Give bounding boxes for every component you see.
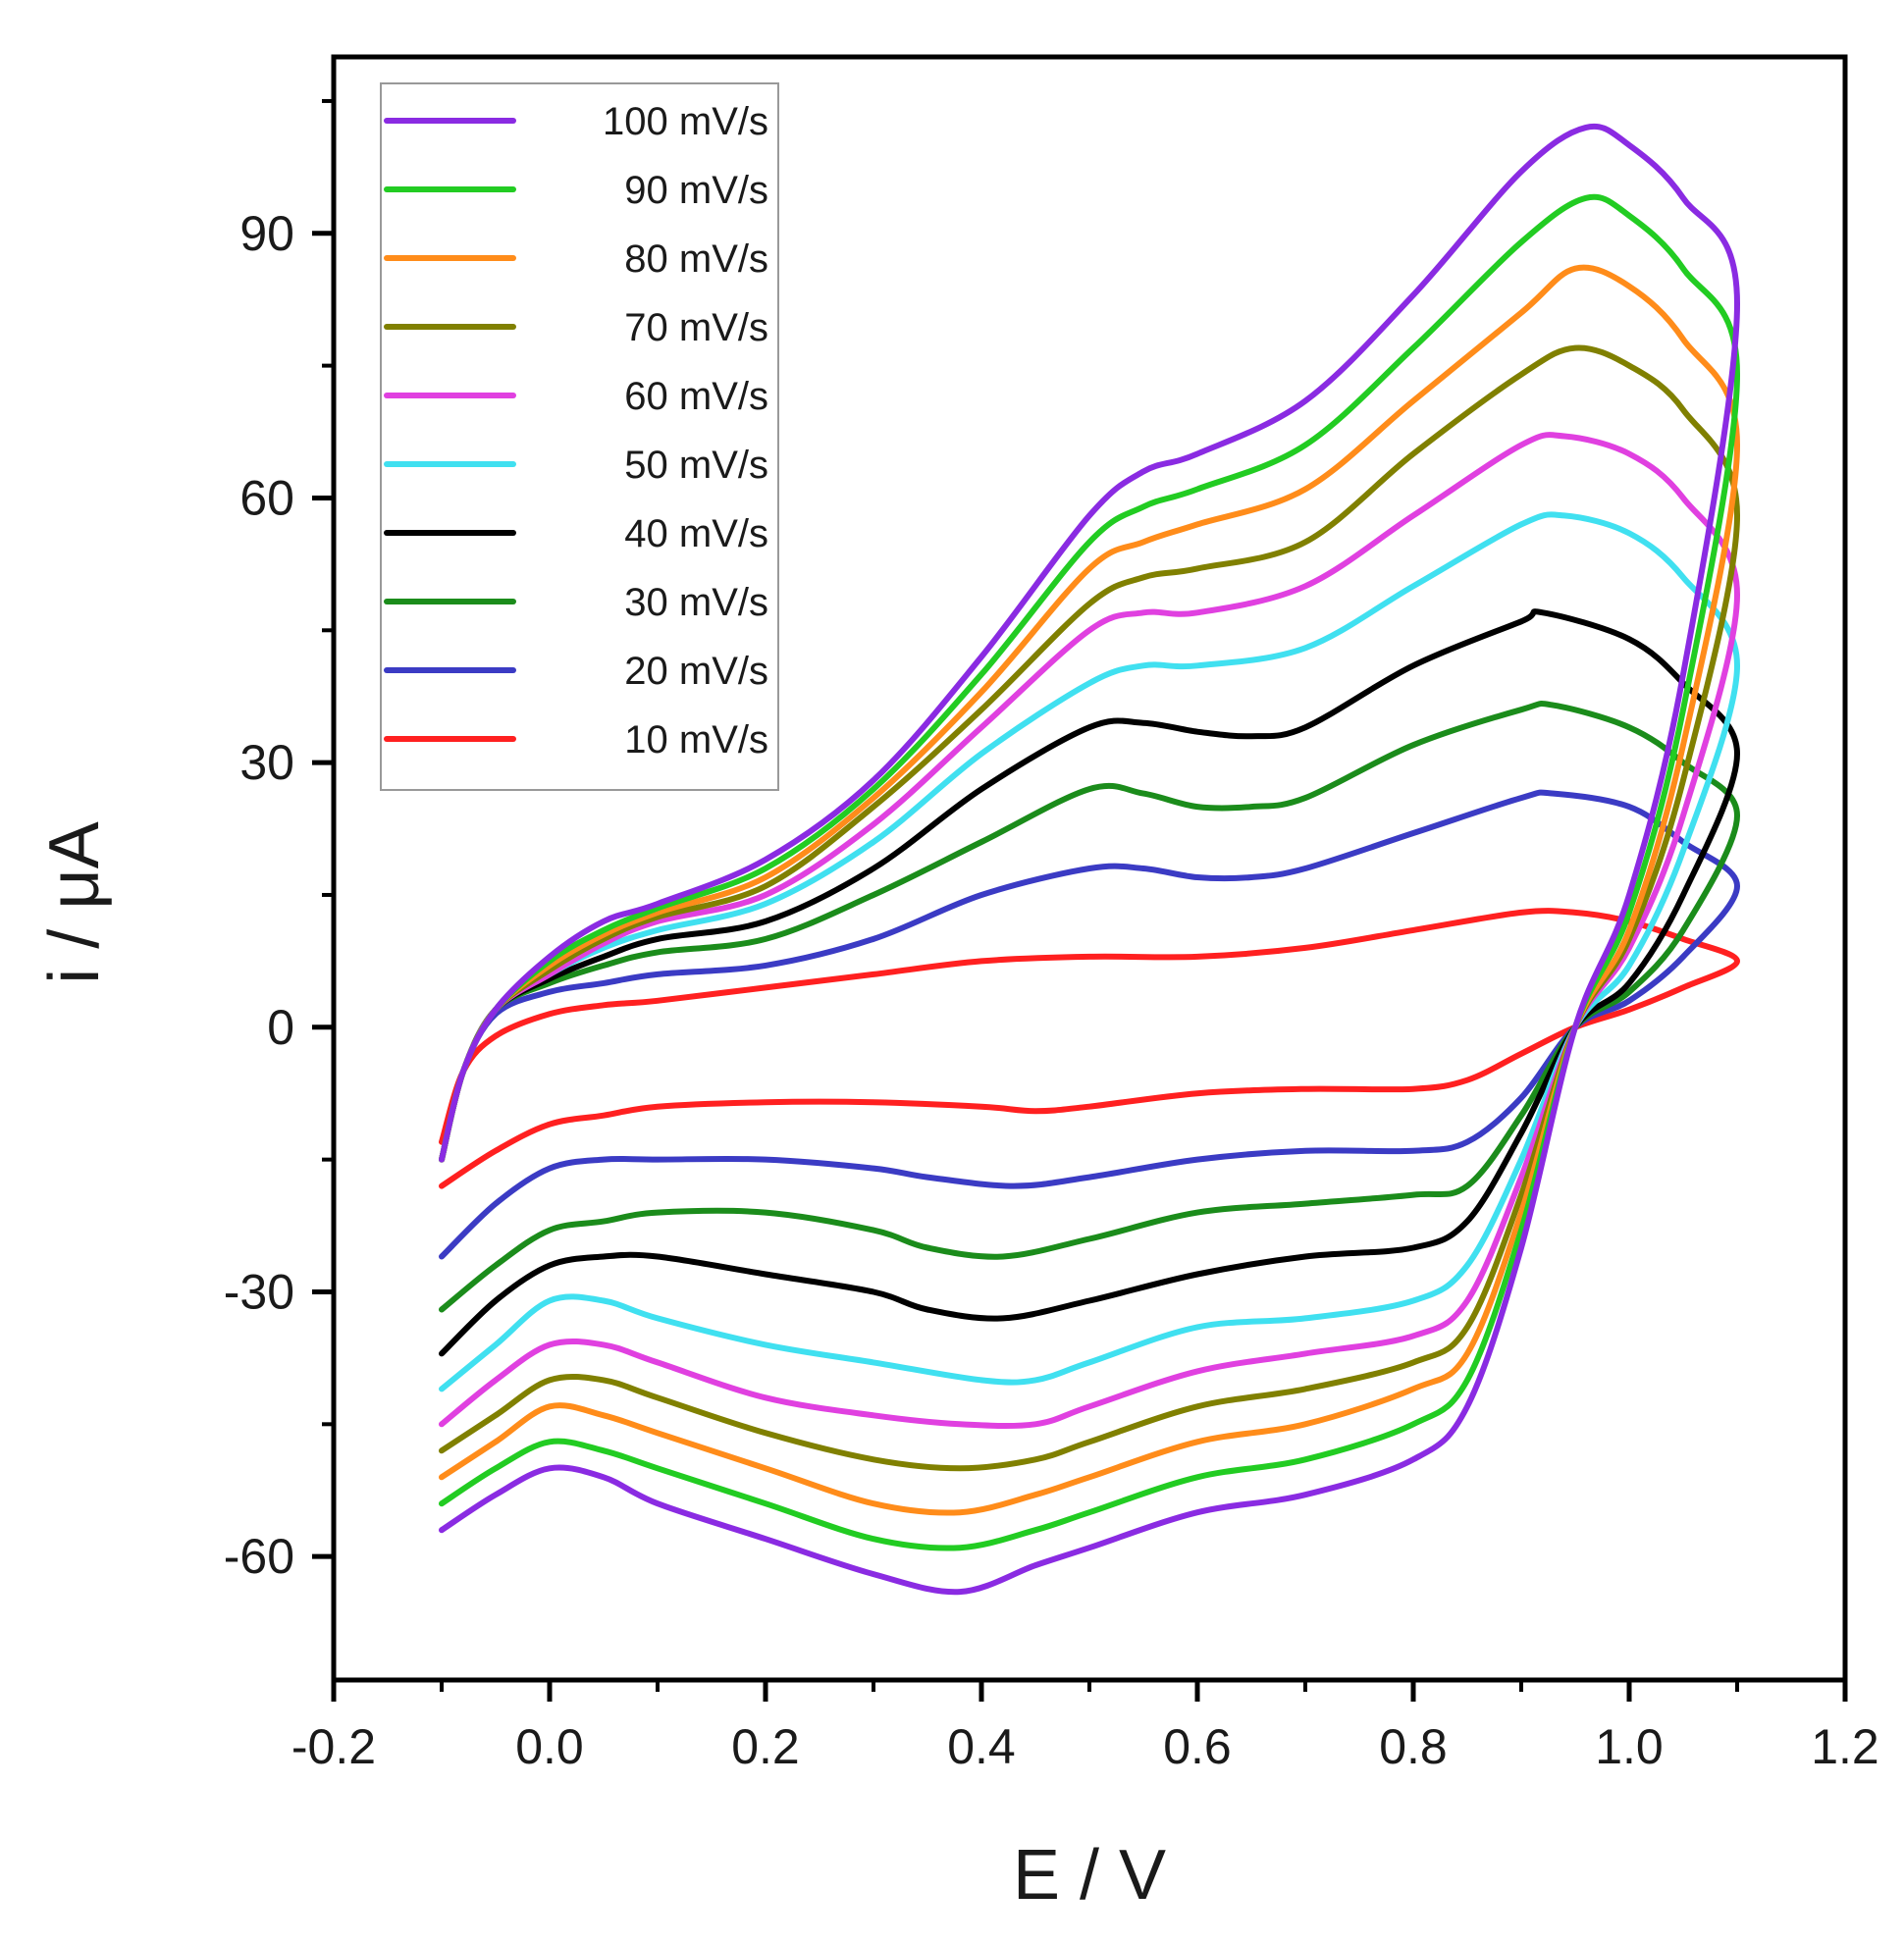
x-tick-label: 1.0 (1595, 1719, 1664, 1774)
x-tick-label: 1.2 (1811, 1719, 1879, 1774)
legend-label: 30 mV/s (624, 581, 768, 624)
y-tick-label: -60 (224, 1529, 294, 1584)
x-axis-label: E / V (1013, 1836, 1166, 1915)
y-tick-label: 0 (267, 1000, 294, 1055)
cv-curve-60-mv-s (439, 432, 1740, 1430)
legend-label: 60 mV/s (624, 375, 768, 418)
legend-label: 80 mV/s (624, 237, 768, 281)
plot-frame (331, 54, 1848, 1683)
legend-label: 10 mV/s (624, 718, 768, 761)
y-axis-label: i / μA (35, 821, 114, 984)
cv-curve-90-mv-s (439, 193, 1740, 1551)
y-tick-label: -30 (224, 1264, 294, 1319)
cv-curve-80-mv-s (439, 264, 1740, 1516)
x-tick-label: 0.6 (1163, 1719, 1232, 1774)
x-tick-label: 0.2 (731, 1719, 800, 1774)
legend-label: 90 mV/s (624, 169, 768, 212)
legend-label: 50 mV/s (624, 444, 768, 487)
y-tick-label: 60 (239, 470, 294, 525)
legend-label: 20 mV/s (624, 650, 768, 693)
cv-curve-20-mv-s (439, 789, 1740, 1260)
y-tick-label: 30 (239, 735, 294, 790)
cv-curve-40-mv-s (439, 608, 1740, 1357)
cv-curve-100-mv-s (439, 123, 1740, 1596)
x-tick-label: 0.8 (1379, 1719, 1448, 1774)
legend-label: 100 mV/s (603, 100, 768, 143)
legend-label: 70 mV/s (624, 306, 768, 349)
legend-label: 40 mV/s (624, 512, 768, 555)
legend: 100 mV/s 90 mV/s 80 mV/s 70 mV/s 60 mV/s 50 m… (380, 82, 779, 791)
y-tick-label: 90 (239, 206, 294, 261)
x-tick-label: -0.2 (291, 1719, 376, 1774)
x-tick-label: 0.4 (947, 1719, 1016, 1774)
curves-group (439, 123, 1740, 1596)
cv-curve-50-mv-s (439, 511, 1740, 1392)
cv-curve-10-mv-s (439, 908, 1740, 1189)
cv-curve-70-mv-s (439, 344, 1740, 1472)
x-tick-label: 0.0 (515, 1719, 584, 1774)
ticks-group: -0.2 0.0 0.2 0.4 0.6 0.8 1.0 1.2 -60 -30 0 30 60 90 (224, 98, 1879, 1774)
cv-curve-30-mv-s (439, 701, 1740, 1313)
